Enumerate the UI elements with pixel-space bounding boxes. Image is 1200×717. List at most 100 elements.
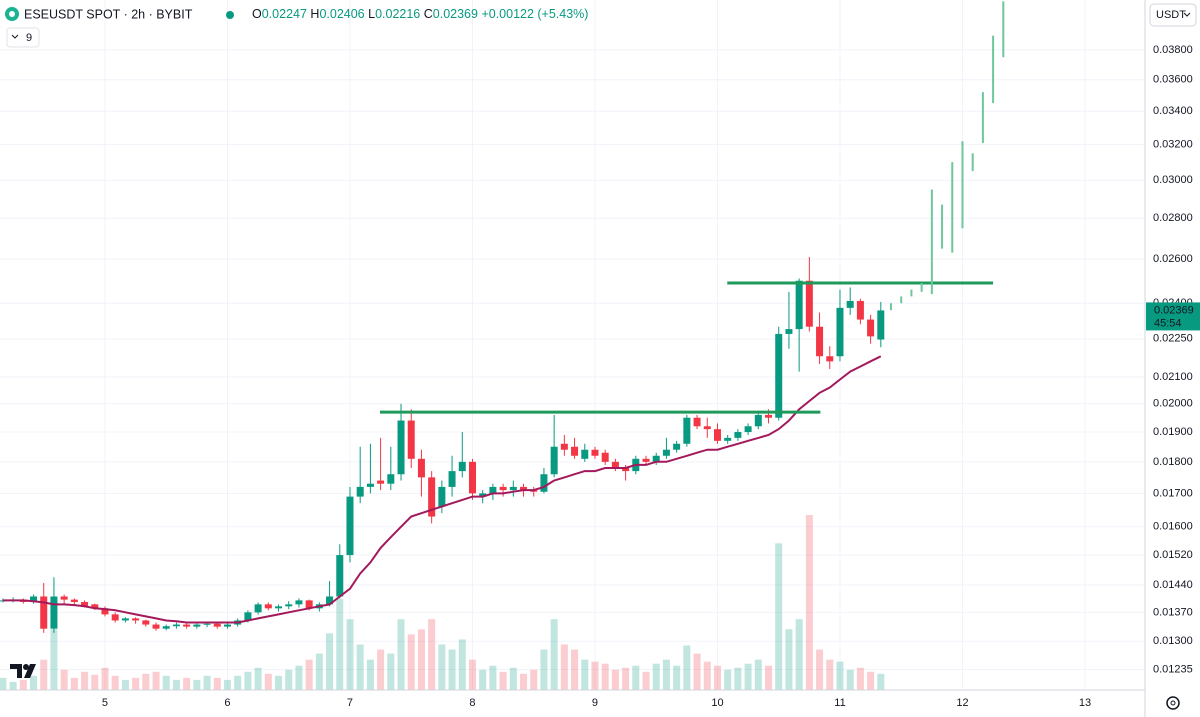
volume-bar [571,649,579,690]
volume-bar [50,629,58,690]
candle-body [652,455,660,462]
volume-bar [713,665,721,690]
candle-body [264,604,272,609]
moving-average [2,355,882,624]
candle-body [397,420,405,475]
candle-body [366,483,374,487]
candle-body [877,310,885,340]
volume-bar [867,671,875,690]
volume-bar [366,659,374,690]
volume-bar [479,669,487,690]
volume-bar [673,665,681,690]
market-status [226,11,234,19]
candle-body [826,356,834,362]
candle-body [172,624,180,627]
candle-body [356,486,364,497]
symbol-title[interactable]: ESEUSDT SPOT · 2h · BYBIT [24,7,193,21]
tv-logo [10,664,36,678]
y-tick-label: 0.01800 [1153,456,1193,468]
volume-bar [275,675,283,690]
volume-bar [724,669,732,690]
volume-bar [693,653,701,690]
candle-body [142,620,150,625]
volume-bar [172,679,180,690]
volume-bar [0,677,7,690]
ohlc-value: 0.02406 [319,7,364,21]
y-tick-label: 0.03000 [1153,174,1193,186]
volume-bar [101,667,109,690]
ohlc-value: 0.02369 [433,7,478,21]
candle-body [132,618,140,621]
candle-body [622,468,630,472]
volume-bar [326,633,334,690]
ohlc-value: 0.02247 [262,7,307,21]
candle-body [550,446,558,475]
candle-body [795,280,803,330]
candle-body [417,458,425,478]
volume-bar [60,669,68,690]
symbol-logo-inner [9,11,15,17]
ohlc-value: 0.02216 [375,7,420,21]
indicator-toggle[interactable] [6,27,40,48]
volume-bar [121,679,129,690]
volume-bar [223,679,231,690]
volume-bar [193,679,201,690]
indicator-length: 9 [26,32,32,44]
candle-body [81,601,89,606]
volume-bar [489,665,497,690]
volume-bar [765,665,773,690]
volume-bar [397,619,405,690]
candle-body [91,604,99,609]
last-price: 0.02369 [1154,304,1194,316]
volume-bar [254,667,262,690]
volume-bar [142,673,150,690]
candle-body [244,612,252,621]
y-tick-label: 0.01520 [1153,549,1193,561]
candle-body [193,624,201,627]
candle-body [407,420,415,459]
logo-part [23,664,29,670]
y-tick-label: 0.01370 [1153,606,1193,618]
candle-body [223,624,231,627]
volume-bar [295,665,303,690]
volume-bar [754,659,762,690]
volume-bar [805,515,813,690]
volume-bar [734,667,742,690]
y-tick-label: 0.01440 [1153,579,1193,591]
candle-body [560,443,568,450]
ohlc-legend: O0.02247 H0.02406 L0.02216 C0.02369 +0.0… [252,7,588,21]
candle-body [489,486,497,494]
candle-body [765,414,773,418]
candle-body [40,596,48,629]
candle-body [479,493,487,497]
settings-icon[interactable] [1166,696,1180,710]
volume-bar [652,663,660,690]
currency-button[interactable] [1149,3,1197,27]
y-tick-label: 0.03600 [1153,74,1193,86]
candle-body [438,486,446,507]
candle-body [162,626,170,629]
volume-bar [183,677,191,690]
x-tick-label: 13 [1079,697,1091,709]
volume-bar [417,629,425,690]
candle-body [571,446,579,456]
volume-bar [816,649,824,690]
y-tick-label: 0.01900 [1153,426,1193,438]
volume-bar [70,677,78,690]
y-tick-label: 0.01235 [1153,663,1193,675]
volume-bar [264,673,272,690]
volume-bar [550,619,558,690]
volume-bar [162,675,170,690]
candle-body [509,486,517,491]
y-tick-label: 0.03200 [1153,139,1193,151]
candle-body [673,443,681,450]
y-tick-label: 0.01700 [1153,487,1193,499]
volume-bar [826,659,834,690]
volume-bar [448,649,456,690]
y-tick-label: 0.02600 [1153,253,1193,265]
y-tick-label: 0.02100 [1153,371,1193,383]
volume-bar [509,667,517,690]
ohlc-letter: L [368,7,375,21]
volume-bar [601,663,609,690]
volume-bar [40,659,48,690]
